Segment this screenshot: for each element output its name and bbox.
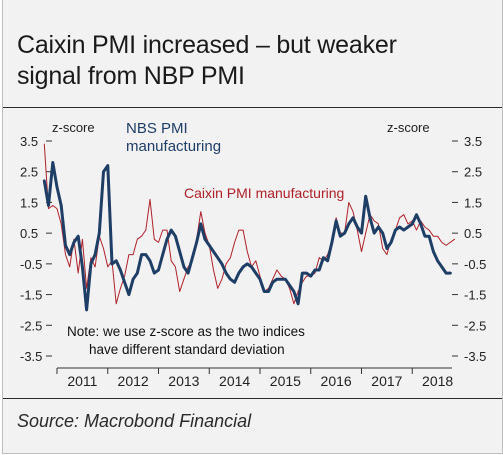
- y-tick-label-right: 3.5: [464, 134, 482, 149]
- title-divider: [3, 107, 502, 108]
- series-line-nbs-pmi: [42, 161, 452, 312]
- y-tick-label-left: 3.5: [20, 134, 38, 149]
- y-tick-label-right: -0.5: [464, 257, 486, 272]
- legend-label-caixin: Caixin PMI manufacturing: [184, 185, 344, 201]
- y-tick-label-left: -2.5: [20, 318, 42, 333]
- y-tick-label-left: -1.5: [20, 288, 42, 303]
- x-tick-label: 2014: [219, 373, 250, 389]
- legend-label-nbs: NBS PMI: [126, 120, 188, 137]
- annotation-line-2: have different standard deviation: [89, 342, 285, 357]
- chart-axes: 3.5 3.5 2.5 2.5 1.5 1.5 0.5 0.5 -0.5 -0.5 -1.5 -1.5…: [20, 134, 486, 389]
- annotation-line-1: Note: we use z-score as the two indices: [67, 324, 305, 339]
- x-tick-label: 2012: [118, 373, 149, 389]
- x-tick-label: 2016: [321, 373, 352, 389]
- series-line-caixin-pmi: [43, 143, 455, 305]
- y-tick-label-right: -2.5: [464, 318, 486, 333]
- x-tick-label: 2017: [371, 373, 402, 389]
- y-tick-label-left: 1.5: [20, 195, 38, 210]
- chart-series: [42, 143, 455, 312]
- y-tick-label-left: -0.5: [20, 257, 42, 272]
- y-tick-label-right: 2.5: [464, 165, 482, 180]
- y-tick-label-left: 0.5: [20, 226, 38, 241]
- y-axis-label-left: z-score: [52, 120, 95, 135]
- chart-title: Caixin PMI increased – but weaker signal…: [17, 30, 487, 92]
- x-tick-label: 2013: [168, 373, 199, 389]
- chart-title-line-2: signal from NBP PMI: [17, 62, 245, 90]
- y-tick-label-left: -3.5: [20, 349, 42, 364]
- source-note: Source: Macrobond Financial: [17, 411, 252, 431]
- source-divider: [3, 398, 502, 399]
- x-tick-label: 2011: [67, 373, 97, 389]
- y-axis-label-right: z-score: [387, 120, 430, 135]
- x-tick-label: 2018: [422, 373, 453, 389]
- x-tick-label: 2015: [270, 373, 301, 389]
- chart-title-line-1: Caixin PMI increased – but weaker: [17, 31, 397, 59]
- y-tick-label-left: 2.5: [20, 165, 38, 180]
- y-tick-label-right: -3.5: [464, 349, 486, 364]
- legend-label-nbs-line-2: manufacturing: [126, 138, 221, 155]
- y-tick-label-right: 0.5: [464, 226, 482, 241]
- y-tick-label-right: 1.5: [464, 195, 482, 210]
- y-tick-label-right: -1.5: [464, 288, 486, 303]
